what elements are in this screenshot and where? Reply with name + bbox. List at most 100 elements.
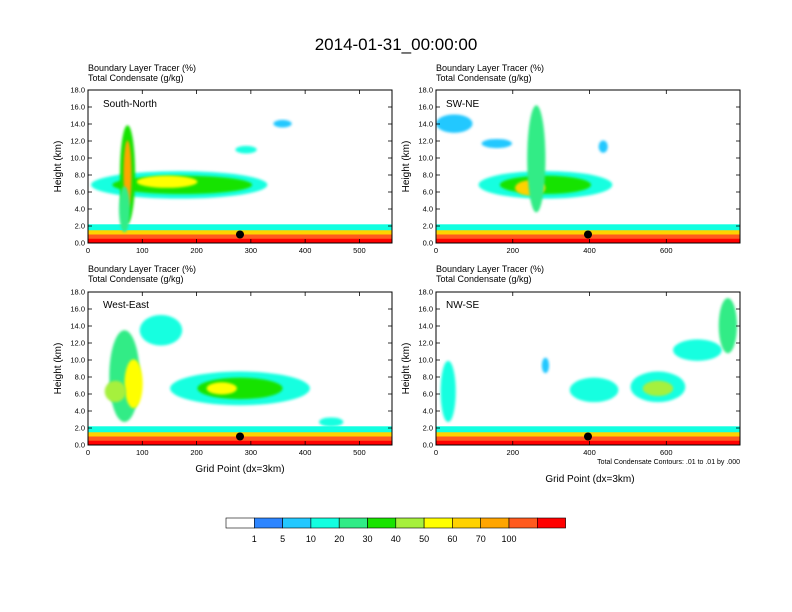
location-marker	[236, 230, 244, 239]
y-axis-title: Height (km)	[53, 141, 64, 193]
panel-header-line2: Total Condensate (g/kg)	[88, 73, 184, 83]
tracer-shading	[124, 359, 143, 409]
axes: 0.0 2.0 4.0 6.0 8.0 10.0 12.0 14.0 16.0 18.0 0 200 4…	[401, 288, 741, 457]
x-tick-label: 500	[353, 246, 366, 255]
colorbar-swatch	[310, 517, 340, 529]
y-tick-label: 8.0	[423, 171, 433, 180]
tracer-shading	[440, 360, 456, 423]
x-tick-label: 0	[86, 246, 90, 255]
panel-west-east: Boundary Layer Tracer (%) Total Condensa…	[53, 264, 393, 475]
y-tick-label: 10.0	[418, 154, 433, 163]
panel-sw-ne: Boundary Layer Tracer (%) Total Condensa…	[401, 63, 741, 255]
y-tick-label: 10.0	[70, 154, 85, 163]
y-tick-label: 16.0	[70, 103, 85, 112]
y-tick-label: 0.0	[75, 239, 85, 248]
panel-header-line1: Boundary Layer Tracer (%)	[436, 264, 544, 274]
y-tick-label: 18.0	[70, 86, 85, 95]
colorbar-label: 60	[447, 534, 457, 544]
y-tick-label: 2.0	[75, 424, 85, 433]
tracer-shading	[718, 298, 737, 354]
plot-frame	[87, 89, 393, 244]
x-tick-label: 200	[190, 448, 203, 457]
y-tick-label: 12.0	[418, 339, 433, 348]
x-tick-label: 0	[434, 448, 438, 457]
y-tick-label: 16.0	[418, 305, 433, 314]
tracer-shading	[104, 380, 126, 403]
tracer-shading	[206, 382, 237, 395]
colorbar-label: 30	[362, 534, 372, 544]
colorbar-swatch	[254, 517, 283, 529]
tracer-shading	[273, 119, 292, 128]
colorbar-swatch	[536, 517, 566, 529]
colorbar-label: 50	[419, 534, 429, 544]
x-tick-label: 200	[190, 246, 203, 255]
location-marker	[236, 432, 244, 441]
figure-title: 2014-01-31_00:00:00	[315, 35, 478, 54]
boundary-layer-band	[88, 440, 392, 445]
tracer-shading	[598, 140, 608, 153]
y-tick-label: 8.0	[75, 171, 85, 180]
panel-header-line1: Boundary Layer Tracer (%)	[436, 63, 544, 73]
y-tick-label: 2.0	[423, 222, 433, 231]
colorbar-swatch	[423, 517, 453, 529]
colorbar-label: 1	[252, 534, 257, 544]
y-tick-label: 8.0	[75, 373, 85, 382]
y-tick-label: 14.0	[70, 322, 85, 331]
x-tick-label: 200	[507, 448, 520, 457]
x-tick-label: 200	[507, 246, 520, 255]
y-axis-title: Height (km)	[53, 343, 64, 395]
colorbar-swatch	[225, 517, 255, 529]
y-tick-label: 18.0	[418, 288, 433, 297]
y-tick-label: 12.0	[418, 137, 433, 146]
panel-header-line1: Boundary Layer Tracer (%)	[88, 63, 196, 73]
x-tick-label: 500	[353, 448, 366, 457]
y-tick-label: 2.0	[423, 424, 433, 433]
field-shading	[436, 105, 740, 243]
contour-footnote: Total Condensate Contours: .01 to .01 by…	[597, 459, 740, 466]
colorbar: 1 5 10 20 30 40 50 60 70 100	[225, 517, 566, 544]
y-tick-label: 10.0	[70, 356, 85, 365]
field-shading	[88, 314, 392, 445]
y-tick-label: 6.0	[423, 188, 433, 197]
x-tick-label: 100	[136, 448, 149, 457]
panel-nw-se: Boundary Layer Tracer (%) Total Condensa…	[401, 264, 741, 485]
tracer-shading	[436, 114, 473, 133]
colorbar-label: 10	[306, 534, 316, 544]
y-tick-label: 12.0	[70, 137, 85, 146]
x-tick-label: 400	[583, 448, 596, 457]
panel-header-line2: Total Condensate (g/kg)	[436, 73, 532, 83]
tracer-shading	[527, 105, 546, 213]
colorbar-swatch	[395, 517, 425, 529]
y-axis-title: Height (km)	[401, 141, 412, 193]
boundary-layer-band	[436, 440, 740, 445]
y-tick-label: 4.0	[423, 205, 433, 214]
tracer-shading	[481, 138, 512, 149]
y-tick-label: 10.0	[418, 356, 433, 365]
y-tick-label: 18.0	[418, 86, 433, 95]
axes: 0.0 2.0 4.0 6.0 8.0 10.0 12.0 14.0 16.0 18.0 0 100 2…	[53, 288, 393, 457]
colorbar-label: 20	[334, 534, 344, 544]
x-tick-label: 300	[245, 448, 258, 457]
panel-label: SW-NE	[446, 99, 479, 110]
y-tick-label: 12.0	[70, 339, 85, 348]
colorbar-label: 40	[391, 534, 401, 544]
field-shading	[88, 119, 392, 243]
x-axis-title: Grid Point (dx=3km)	[195, 464, 284, 475]
y-tick-label: 16.0	[70, 305, 85, 314]
y-tick-label: 14.0	[418, 120, 433, 129]
colorbar-swatch	[367, 517, 397, 529]
colorbar-swatch	[338, 517, 368, 529]
boundary-layer-band	[88, 238, 392, 243]
tracer-shading	[119, 186, 130, 233]
tracer-shading	[642, 380, 674, 397]
axes: 0.0 2.0 4.0 6.0 8.0 10.0 12.0 14.0 16.0 18.0 0 100 2…	[53, 86, 393, 255]
x-tick-label: 400	[299, 246, 312, 255]
x-tick-label: 400	[583, 246, 596, 255]
tracer-shading	[569, 377, 619, 403]
y-tick-label: 6.0	[75, 390, 85, 399]
colorbar-swatch	[480, 517, 510, 529]
location-marker	[584, 432, 592, 441]
tracer-shading	[541, 357, 550, 374]
y-tick-label: 0.0	[75, 441, 85, 450]
